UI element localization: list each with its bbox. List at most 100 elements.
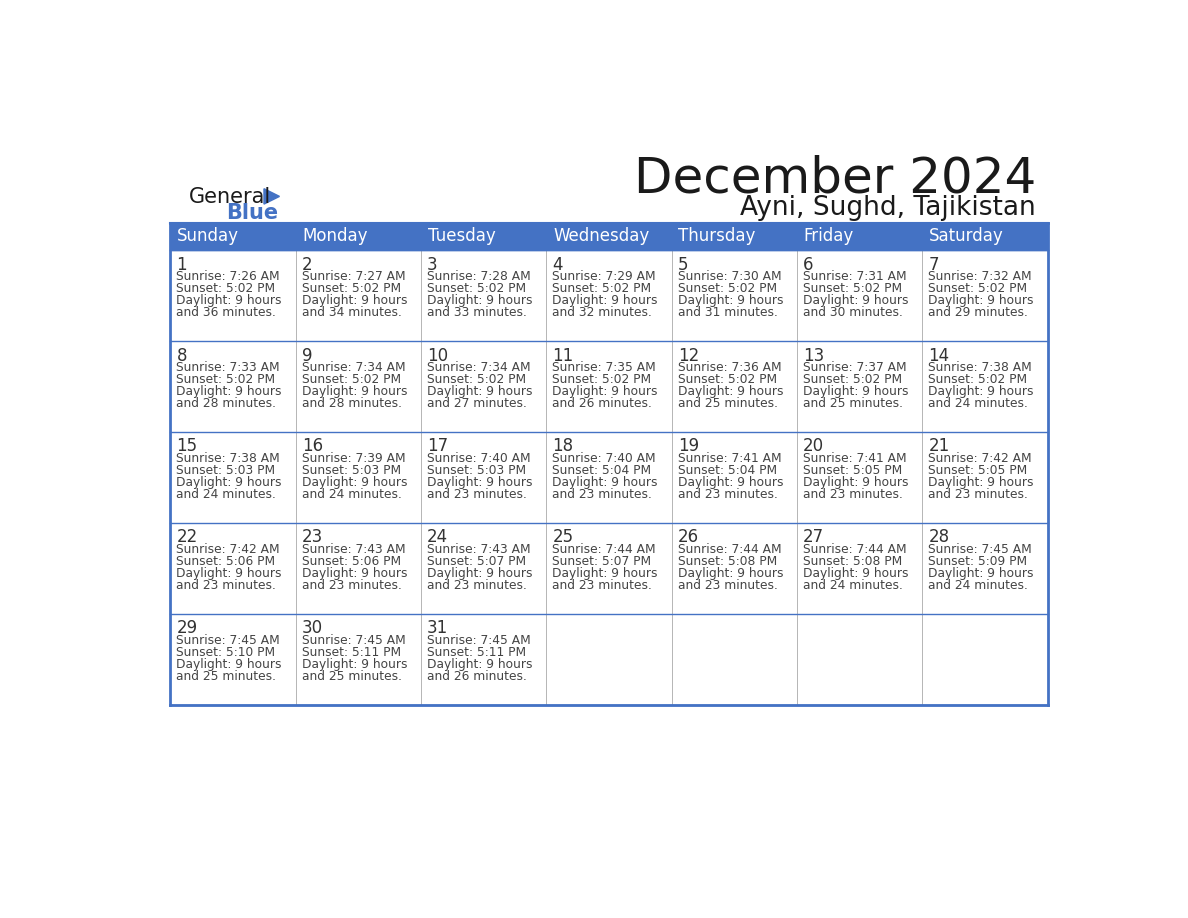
Text: Sunrise: 7:45 AM: Sunrise: 7:45 AM [928,543,1032,556]
Text: and 24 minutes.: and 24 minutes. [928,397,1029,410]
Text: Sunset: 5:03 PM: Sunset: 5:03 PM [176,464,276,477]
Text: and 25 minutes.: and 25 minutes. [302,669,402,683]
Text: Sunrise: 7:40 AM: Sunrise: 7:40 AM [552,452,656,465]
Text: Sunset: 5:11 PM: Sunset: 5:11 PM [426,645,526,659]
Text: Sunrise: 7:35 AM: Sunrise: 7:35 AM [552,361,656,375]
Text: Daylight: 9 hours: Daylight: 9 hours [426,476,532,489]
Text: and 30 minutes.: and 30 minutes. [803,306,903,319]
Text: and 26 minutes.: and 26 minutes. [552,397,652,410]
Text: Sunset: 5:02 PM: Sunset: 5:02 PM [677,282,777,296]
Text: Daylight: 9 hours: Daylight: 9 hours [302,294,407,308]
Text: 19: 19 [677,437,699,455]
Text: and 27 minutes.: and 27 minutes. [426,397,527,410]
Text: Daylight: 9 hours: Daylight: 9 hours [552,385,658,398]
Text: 14: 14 [928,347,949,364]
Text: and 23 minutes.: and 23 minutes. [426,578,527,592]
Text: Sunrise: 7:41 AM: Sunrise: 7:41 AM [803,452,906,465]
Text: December 2024: December 2024 [633,155,1036,203]
Bar [170,222,1048,251]
Text: and 23 minutes.: and 23 minutes. [928,487,1029,501]
Text: Sunrise: 7:32 AM: Sunrise: 7:32 AM [928,270,1032,284]
Text: Daylight: 9 hours: Daylight: 9 hours [176,566,282,580]
Text: Sunrise: 7:43 AM: Sunrise: 7:43 AM [426,543,531,556]
Text: Daylight: 9 hours: Daylight: 9 hours [176,294,282,308]
Text: Wednesday: Wednesday [554,228,650,245]
Text: 11: 11 [552,347,574,364]
Text: Sunrise: 7:33 AM: Sunrise: 7:33 AM [176,361,280,375]
Text: Daylight: 9 hours: Daylight: 9 hours [176,657,282,671]
Text: Sunrise: 7:37 AM: Sunrise: 7:37 AM [803,361,906,375]
Text: 2: 2 [302,256,312,274]
Text: Daylight: 9 hours: Daylight: 9 hours [302,566,407,580]
Text: Sunrise: 7:27 AM: Sunrise: 7:27 AM [302,270,405,284]
Text: Ayni, Sughd, Tajikistan: Ayni, Sughd, Tajikistan [740,195,1036,221]
Text: 9: 9 [302,347,312,364]
Text: Daylight: 9 hours: Daylight: 9 hours [302,385,407,398]
Text: Daylight: 9 hours: Daylight: 9 hours [426,657,532,671]
Text: Daylight: 9 hours: Daylight: 9 hours [552,566,658,580]
Polygon shape [264,189,279,204]
Text: 23: 23 [302,528,323,546]
Text: 4: 4 [552,256,563,274]
Text: 17: 17 [426,437,448,455]
Text: 16: 16 [302,437,323,455]
Text: Sunset: 5:06 PM: Sunset: 5:06 PM [302,554,400,568]
Text: and 23 minutes.: and 23 minutes. [552,578,652,592]
Text: Sunset: 5:03 PM: Sunset: 5:03 PM [426,464,526,477]
Text: Sunrise: 7:44 AM: Sunrise: 7:44 AM [552,543,656,556]
Text: 13: 13 [803,347,824,364]
Text: Sunrise: 7:44 AM: Sunrise: 7:44 AM [677,543,782,556]
Text: 7: 7 [928,256,939,274]
Text: Daylight: 9 hours: Daylight: 9 hours [552,294,658,308]
Text: Daylight: 9 hours: Daylight: 9 hours [928,566,1034,580]
Text: and 33 minutes.: and 33 minutes. [426,306,527,319]
Text: Sunset: 5:02 PM: Sunset: 5:02 PM [176,282,276,296]
Text: Sunset: 5:08 PM: Sunset: 5:08 PM [803,554,903,568]
Text: Daylight: 9 hours: Daylight: 9 hours [803,385,909,398]
Text: Sunrise: 7:31 AM: Sunrise: 7:31 AM [803,270,906,284]
Text: Sunrise: 7:34 AM: Sunrise: 7:34 AM [302,361,405,375]
Text: Daylight: 9 hours: Daylight: 9 hours [677,476,783,489]
Text: and 32 minutes.: and 32 minutes. [552,306,652,319]
Text: Daylight: 9 hours: Daylight: 9 hours [302,476,407,489]
Text: 3: 3 [426,256,437,274]
Text: Sunrise: 7:38 AM: Sunrise: 7:38 AM [176,452,280,465]
Text: Sunrise: 7:39 AM: Sunrise: 7:39 AM [302,452,405,465]
Text: and 23 minutes.: and 23 minutes. [803,487,903,501]
Text: Sunset: 5:02 PM: Sunset: 5:02 PM [928,373,1028,386]
Text: Sunset: 5:02 PM: Sunset: 5:02 PM [803,282,902,296]
Text: Sunset: 5:07 PM: Sunset: 5:07 PM [552,554,651,568]
Text: Sunset: 5:02 PM: Sunset: 5:02 PM [426,282,526,296]
Text: General: General [189,187,271,207]
Text: Sunset: 5:07 PM: Sunset: 5:07 PM [426,554,526,568]
Text: and 31 minutes.: and 31 minutes. [677,306,778,319]
Text: Sunrise: 7:28 AM: Sunrise: 7:28 AM [426,270,531,284]
Text: Sunset: 5:05 PM: Sunset: 5:05 PM [928,464,1028,477]
Text: 30: 30 [302,619,323,637]
Text: Daylight: 9 hours: Daylight: 9 hours [552,476,658,489]
Text: Sunset: 5:06 PM: Sunset: 5:06 PM [176,554,276,568]
Text: 27: 27 [803,528,824,546]
Text: 5: 5 [677,256,688,274]
Text: Sunrise: 7:42 AM: Sunrise: 7:42 AM [928,452,1032,465]
Text: Sunset: 5:05 PM: Sunset: 5:05 PM [803,464,903,477]
Text: and 28 minutes.: and 28 minutes. [302,397,402,410]
Text: Sunrise: 7:44 AM: Sunrise: 7:44 AM [803,543,906,556]
Text: Sunrise: 7:38 AM: Sunrise: 7:38 AM [928,361,1032,375]
Text: 24: 24 [426,528,448,546]
Text: 10: 10 [426,347,448,364]
Text: Daylight: 9 hours: Daylight: 9 hours [302,657,407,671]
Text: Sunrise: 7:41 AM: Sunrise: 7:41 AM [677,452,782,465]
Text: Sunrise: 7:26 AM: Sunrise: 7:26 AM [176,270,280,284]
Text: Daylight: 9 hours: Daylight: 9 hours [928,294,1034,308]
Text: 8: 8 [176,347,187,364]
Text: Friday: Friday [804,228,854,245]
Text: Sunset: 5:04 PM: Sunset: 5:04 PM [677,464,777,477]
Text: Sunset: 5:09 PM: Sunset: 5:09 PM [928,554,1028,568]
Text: 31: 31 [426,619,448,637]
Text: and 26 minutes.: and 26 minutes. [426,669,527,683]
Text: 21: 21 [928,437,949,455]
Text: Sunset: 5:10 PM: Sunset: 5:10 PM [176,645,276,659]
Text: Daylight: 9 hours: Daylight: 9 hours [426,385,532,398]
Text: 1: 1 [176,256,187,274]
